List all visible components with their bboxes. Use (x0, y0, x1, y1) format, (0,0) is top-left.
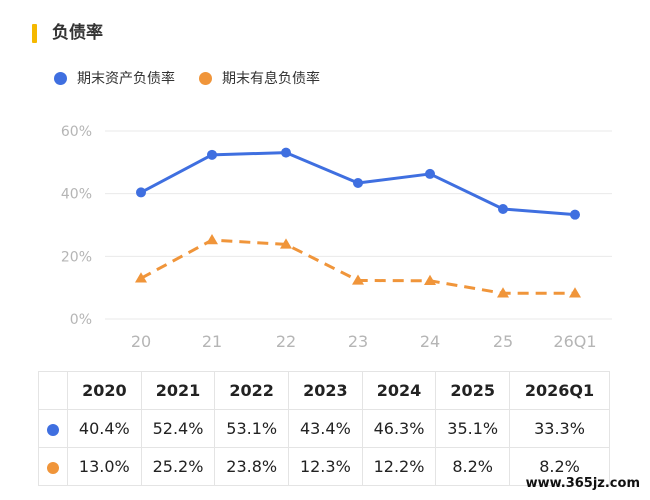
data-point (497, 287, 509, 298)
data-point (281, 147, 291, 158)
x-tick-label: 21 (202, 332, 222, 351)
y-tick-label: 20% (61, 249, 92, 265)
x-tick-label: 25 (493, 332, 513, 351)
table-cell: 43.4% (288, 409, 363, 448)
data-table: 2020 2021 2022 2023 2024 2025 2026Q1 40.… (38, 371, 610, 486)
table-cell: 13.0% (67, 447, 142, 486)
title-accent-bar (32, 24, 37, 43)
legend-item-asset-ratio: 期末资产负债率 (54, 68, 175, 88)
data-point (570, 209, 580, 220)
table-cell: 23.8% (214, 447, 290, 486)
table-row-interest-ratio: 13.0% 25.2% 23.8% 12.3% 12.2% 8.2% 8.2% (38, 447, 610, 486)
data-point (352, 274, 364, 285)
page-title: 负债率 (52, 23, 103, 43)
x-tick-label: 24 (420, 332, 440, 351)
table-corner (38, 371, 68, 410)
row-marker-orange (38, 447, 68, 486)
table-header-cell: 2021 (140, 371, 216, 410)
data-point (280, 238, 292, 249)
table-header-cell: 2024 (361, 371, 437, 410)
table-header-cell: 2022 (214, 371, 290, 410)
data-point (206, 234, 218, 245)
y-tick-label: 60% (61, 124, 92, 140)
data-point (424, 274, 436, 285)
table-header-cell: 2020 (67, 371, 142, 410)
table-header-row: 2020 2021 2022 2023 2024 2025 2026Q1 (38, 371, 610, 410)
x-tick-label: 26Q1 (553, 332, 596, 351)
data-point (569, 287, 581, 298)
table-header-cell: 2026Q1 (509, 371, 610, 410)
table-cell: 12.2% (361, 447, 437, 486)
x-tick-label: 20 (131, 332, 151, 351)
data-point (136, 187, 146, 198)
table-cell: 12.3% (288, 447, 363, 486)
data-point (498, 204, 508, 215)
legend-dot-blue (54, 71, 67, 85)
row-marker-blue (38, 409, 68, 448)
watermark: www.365jz.com (525, 476, 640, 491)
table-cell: 8.2% (509, 447, 610, 486)
legend-item-interest-ratio: 期末有息负债率 (199, 68, 320, 88)
table-cell: 40.4% (67, 409, 142, 448)
table-header-cell: 2023 (288, 371, 363, 410)
chart-legend: 期末资产负债率 期末有息负债率 (54, 68, 344, 88)
y-tick-label: 40% (61, 187, 92, 203)
data-point (135, 272, 147, 283)
data-point (425, 168, 435, 179)
table-cell: 33.3% (509, 409, 610, 448)
x-tick-label: 23 (348, 332, 368, 351)
y-tick-label: 0% (70, 312, 92, 328)
orange-dot-icon (47, 461, 59, 474)
data-point (353, 178, 363, 189)
x-tick-label: 22 (276, 332, 296, 351)
blue-dot-icon (47, 423, 59, 436)
table-cell: 53.1% (214, 409, 290, 448)
legend-label-interest-ratio: 期末有息负债率 (222, 71, 320, 87)
table-cell: 25.2% (140, 447, 216, 486)
table-header-cell: 2025 (435, 371, 511, 410)
legend-label-asset-ratio: 期末资产负债率 (77, 71, 175, 87)
line-chart: 0% 20% 40% 60% 20 21 22 23 24 25 26Q1 (61, 124, 612, 351)
table-cell: 46.3% (361, 409, 437, 448)
data-point (207, 149, 217, 160)
legend-dot-orange (199, 71, 212, 85)
table-cell: 35.1% (435, 409, 511, 448)
table-cell: 8.2% (435, 447, 511, 486)
table-row-asset-ratio: 40.4% 52.4% 53.1% 43.4% 46.3% 35.1% 33.3… (38, 409, 610, 448)
table-cell: 52.4% (140, 409, 216, 448)
series-line-1 (140, 238, 575, 295)
